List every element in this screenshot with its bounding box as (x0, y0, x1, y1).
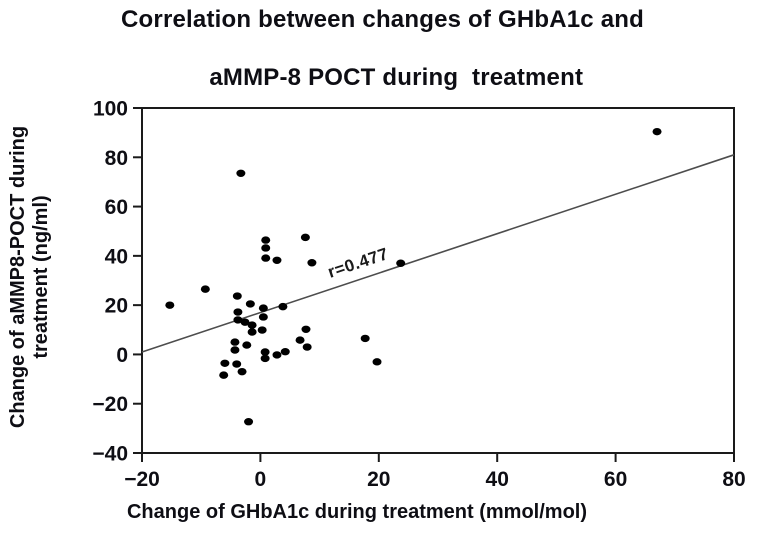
data-point (307, 259, 317, 267)
data-point (280, 348, 290, 356)
data-point (258, 304, 268, 312)
data-point (272, 256, 282, 264)
x-tick-label: 60 (604, 468, 627, 491)
data-point (295, 336, 305, 344)
data-point (240, 318, 250, 326)
data-point (247, 321, 257, 329)
data-point (652, 127, 662, 136)
chart-title: Correlation between changes of GHbA1c an… (0, 6, 765, 121)
data-point (245, 300, 255, 308)
y-tick-label: −20 (92, 393, 128, 416)
x-tick-label: −20 (124, 468, 160, 491)
data-point (396, 259, 406, 267)
data-point (278, 302, 288, 311)
y-tick-label: 20 (105, 295, 128, 318)
chart-title-line2: aMMP-8 POCT during treatment (209, 63, 584, 91)
x-tick-label: 20 (367, 468, 390, 491)
data-point (302, 343, 312, 351)
data-point (261, 244, 271, 252)
data-point (257, 326, 267, 334)
data-point (360, 334, 370, 343)
data-point (260, 348, 270, 356)
x-tick-label: 80 (722, 468, 745, 491)
y-tick-label: −40 (92, 443, 128, 466)
y-tick-label: 60 (105, 196, 128, 219)
data-point (230, 346, 240, 354)
data-point (258, 313, 268, 321)
data-point (233, 308, 243, 316)
data-point (219, 371, 229, 379)
data-point (261, 254, 271, 262)
data-point (244, 418, 254, 426)
trend-line (141, 154, 735, 353)
data-point (300, 233, 310, 242)
y-tick-label: 40 (105, 245, 128, 268)
plot-frame (141, 107, 735, 454)
data-point (232, 292, 242, 300)
data-point (236, 169, 246, 178)
data-point (242, 341, 252, 349)
y-tick-label: 100 (93, 98, 128, 121)
data-point (232, 360, 242, 368)
data-point (272, 351, 282, 359)
y-tick-label: 80 (105, 147, 128, 170)
data-point (372, 358, 382, 366)
data-point (220, 359, 230, 367)
data-point (165, 301, 175, 309)
data-point (261, 236, 271, 244)
data-point (260, 354, 270, 363)
data-point (233, 316, 243, 324)
correlation-coefficient-label: r=0.477 (325, 244, 390, 282)
data-point (200, 285, 210, 293)
x-axis-title: Change of GHbA1c during treatment (mmol/… (126, 501, 588, 523)
data-point (301, 325, 311, 333)
x-tick-label: 40 (486, 468, 509, 491)
data-point (237, 367, 247, 376)
data-point (247, 328, 257, 336)
chart-title-line1: Correlation between changes of GHbA1c an… (121, 6, 644, 33)
data-point (230, 338, 240, 346)
x-tick-label: 0 (255, 468, 267, 491)
y-tick-label: 0 (116, 344, 128, 367)
